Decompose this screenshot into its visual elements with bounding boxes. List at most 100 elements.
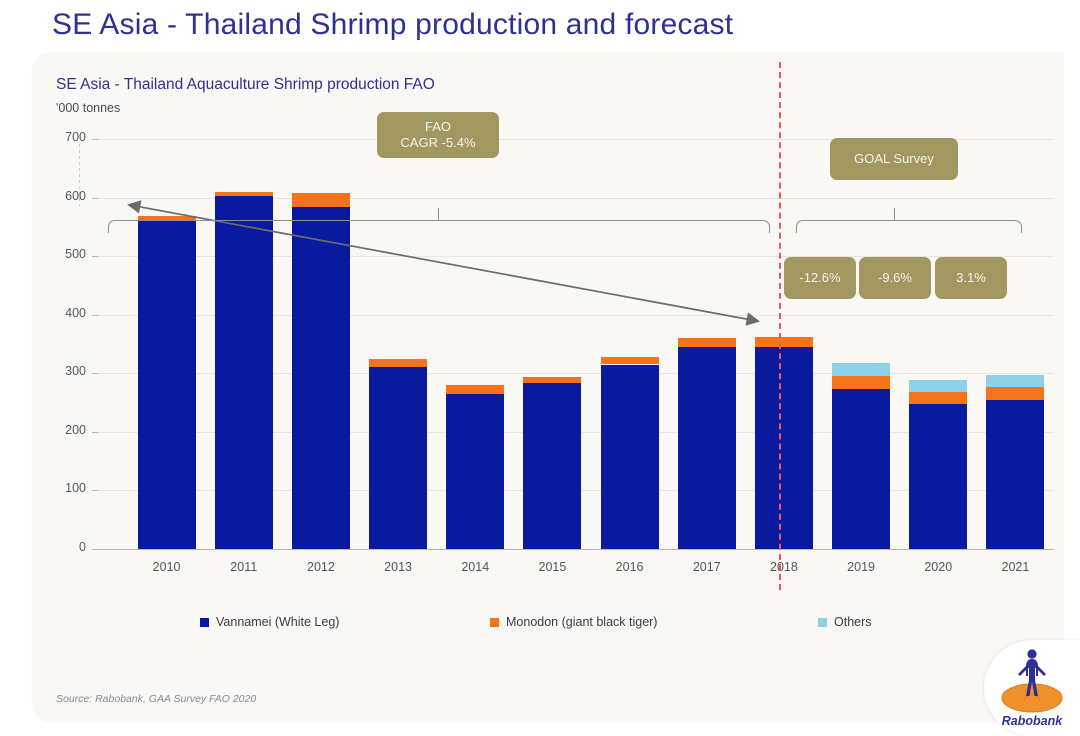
bar-segment <box>986 400 1045 549</box>
goal-value-2020-label: -9.6% <box>878 269 912 285</box>
goal-survey-badge: GOAL Survey <box>830 138 958 180</box>
x-axis-tick-label: 2015 <box>538 560 567 574</box>
goal-badge-label: GOAL Survey <box>854 150 934 166</box>
bar-2021[interactable] <box>986 52 1045 549</box>
page-title: SE Asia - Thailand Shrimp production and… <box>52 8 734 41</box>
fao-bracket <box>108 220 770 233</box>
y-axis-tick-label: 600 <box>65 188 86 203</box>
bar-2010[interactable] <box>137 52 196 549</box>
legend-item-others: Others <box>818 615 872 629</box>
bar-segment <box>832 376 891 390</box>
legend-swatch-monodon <box>490 617 499 627</box>
fao-cagr-badge: FAO CAGR -5.4% <box>377 112 499 158</box>
bar-segment <box>677 346 736 549</box>
bar-segment <box>909 392 968 405</box>
x-axis-tick-label: 2016 <box>615 560 644 574</box>
x-axis-tick-label: 2011 <box>230 560 258 574</box>
bar-2017[interactable] <box>677 52 736 549</box>
bar-segment <box>137 221 196 549</box>
bar-2013[interactable] <box>369 52 428 549</box>
source-note: Source: Rabobank, GAA Survey FAO 2020 <box>56 693 257 705</box>
rabobank-logo: Rabobank <box>984 640 1080 736</box>
goal-value-2020: -9.6% <box>859 257 931 299</box>
fao-bracket-stem <box>438 208 440 221</box>
goal-value-2019-label: -12.6% <box>799 269 841 285</box>
y-axis-tick-label: 300 <box>65 364 86 379</box>
bar-2020[interactable] <box>909 52 968 549</box>
x-axis-tick-label: 2017 <box>692 560 721 574</box>
gridline <box>96 197 1054 199</box>
chart-card: SE Asia - Thailand Aquaculture Shrimp pr… <box>32 52 1064 722</box>
x-axis-tick-label: 2012 <box>307 560 335 574</box>
bar-2015[interactable] <box>523 52 582 549</box>
bar-segment <box>446 385 505 395</box>
goal-bracket-stem <box>894 208 896 221</box>
forecast-divider <box>779 62 781 590</box>
chart-units-label: '000 tonnes <box>56 101 121 115</box>
rabobank-mark-icon <box>1001 649 1063 713</box>
y-axis-tick-label: 700 <box>65 130 86 144</box>
goal-value-2019: -12.6% <box>784 257 856 299</box>
bar-2018[interactable] <box>754 52 813 549</box>
bar-2016[interactable] <box>600 52 659 549</box>
bar-2019[interactable] <box>832 52 891 549</box>
bar-segment <box>986 375 1045 388</box>
bar-2014[interactable] <box>446 52 505 549</box>
bar-segment <box>909 404 968 549</box>
fao-badge-line2: CAGR -5.4% <box>400 135 476 150</box>
fao-badge-line1: FAO <box>424 118 451 134</box>
bar-segment <box>214 196 273 549</box>
legend-label-others: Others <box>834 615 872 629</box>
bar-segment <box>523 376 582 384</box>
bar-segment <box>214 191 273 197</box>
goal-value-2021-label: 3.1% <box>956 269 986 285</box>
bar-segment <box>291 192 350 207</box>
x-axis-tick-label: 2020 <box>924 560 953 574</box>
bar-segment <box>446 394 505 549</box>
y-tick-mark <box>92 314 98 316</box>
chart-title: SE Asia - Thailand Aquaculture Shrimp pr… <box>56 76 435 93</box>
gridline <box>96 373 1054 375</box>
bar-segment <box>754 336 813 347</box>
bar-2012[interactable] <box>291 52 350 549</box>
legend-label-monodon: Monodon (giant black tiger) <box>506 615 658 629</box>
bar-segment <box>369 358 428 367</box>
goal-bracket <box>796 220 1022 233</box>
bar-segment <box>523 383 582 549</box>
x-axis-tick-label: 2014 <box>461 560 490 574</box>
legend-item-vannamei: Vannamei (White Leg) <box>200 615 339 629</box>
y-tick-mark <box>92 373 98 375</box>
rabobank-wordmark: Rabobank <box>1001 714 1063 728</box>
bar-segment <box>600 364 659 549</box>
axis-break-marker <box>79 144 80 206</box>
x-axis-tick-label: 2013 <box>384 560 412 574</box>
y-tick-mark <box>92 139 98 140</box>
legend-label-vannamei: Vannamei (White Leg) <box>216 615 340 629</box>
bar-segment <box>909 380 968 393</box>
y-axis-tick-label: 400 <box>65 305 86 320</box>
x-axis-tick-label: 2018 <box>770 560 798 574</box>
bar-segment <box>369 366 428 549</box>
gridline <box>96 139 1054 140</box>
bar-segment <box>600 357 659 365</box>
legend-swatch-others <box>818 617 827 627</box>
x-axis-tick-label: 2021 <box>1001 560 1030 574</box>
bar-segment <box>754 346 813 549</box>
bar-segment <box>832 362 891 377</box>
y-tick-mark <box>92 549 98 550</box>
bar-segment <box>832 389 891 549</box>
y-tick-mark <box>92 490 98 492</box>
x-axis-tick-label: 2019 <box>847 560 875 574</box>
bar-segment <box>291 206 350 549</box>
y-axis-tick-label: 0 <box>79 540 86 554</box>
legend-swatch-vannamei <box>200 617 209 627</box>
y-tick-mark <box>92 197 98 199</box>
x-axis-line <box>96 549 1054 550</box>
goal-value-2021: 3.1% <box>935 257 1007 299</box>
y-tick-mark <box>92 256 98 258</box>
y-axis-tick-label: 200 <box>65 422 86 437</box>
bar-2011[interactable] <box>214 52 273 549</box>
x-axis-tick-label: 2010 <box>152 560 181 574</box>
bar-segment <box>986 387 1045 401</box>
